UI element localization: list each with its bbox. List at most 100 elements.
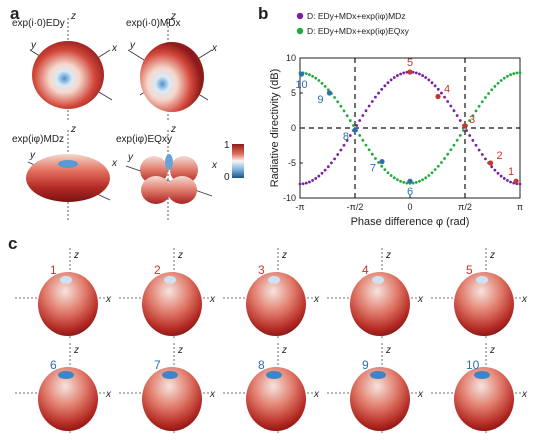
pattern-number-5: 5	[466, 263, 473, 277]
series-0-point	[367, 104, 371, 108]
series-0-point	[440, 91, 443, 95]
axis-z-4: z	[171, 124, 176, 135]
marked-point-label-5: 5	[407, 57, 413, 69]
series-0-point	[455, 114, 459, 117]
axis-x-1: x	[112, 43, 117, 54]
panel-letter-b: b	[258, 4, 269, 23]
series-1-point	[364, 143, 368, 147]
y-axis-label: Radiative directivity (dB)	[269, 69, 281, 188]
axis-z-label: z	[489, 345, 495, 356]
series-1-point	[348, 119, 352, 122]
series-1-point	[474, 109, 478, 113]
pattern-number-4: 4	[362, 263, 369, 277]
marked-point-label-3: 3	[469, 114, 475, 126]
series-0-point	[348, 134, 352, 137]
axis-z-label: z	[73, 345, 79, 356]
marked-point-label-4: 4	[444, 84, 450, 96]
lobe	[246, 367, 306, 431]
axis-x-label: x	[417, 389, 424, 400]
series-0-point	[496, 171, 500, 175]
series-1-point	[418, 179, 421, 183]
plot-title-edy: exp(i·0)EDy	[12, 18, 65, 29]
series-1-point	[515, 71, 519, 75]
series-0-point	[509, 180, 512, 184]
series-0-point	[308, 180, 311, 184]
series-0-point	[339, 148, 343, 152]
marked-point-6	[407, 178, 413, 184]
series-1-point	[455, 138, 459, 142]
marked-point-10	[298, 71, 305, 77]
pattern-6: 6 z x	[15, 343, 112, 433]
series-0-point	[502, 177, 506, 180]
series-0-point	[465, 129, 468, 132]
axis-z-label: z	[73, 250, 79, 261]
series-1-point	[421, 178, 424, 182]
marked-point-8	[352, 127, 358, 133]
marked-point-5	[407, 69, 413, 75]
pattern-mdz	[26, 130, 111, 220]
pattern-number-8: 8	[258, 358, 265, 372]
marked-point-3	[462, 123, 468, 129]
marked-point-label-1: 1	[508, 166, 514, 178]
lobe-dip	[476, 276, 488, 284]
colorbar-max: 1	[224, 140, 230, 151]
series-0-point	[370, 100, 374, 103]
series-1-point	[490, 88, 494, 92]
series-0-point	[421, 74, 424, 77]
y-tick-label: 10	[286, 53, 296, 63]
series-1-point	[480, 100, 484, 104]
series-0-point	[430, 81, 434, 85]
series-0-point	[345, 139, 349, 142]
series-0-point	[336, 153, 340, 156]
series-0-point	[427, 78, 431, 82]
series-1-point	[484, 96, 487, 99]
series-0-point	[377, 91, 380, 95]
series-1-point	[433, 168, 437, 172]
lobe-dip	[268, 276, 280, 284]
pattern-10: 10 z x	[431, 343, 528, 433]
series-1-point	[399, 179, 402, 183]
series-0-point	[333, 157, 336, 161]
marked-point-label-2: 2	[497, 150, 503, 162]
axis-x-label: x	[313, 389, 320, 400]
series-0-point	[433, 84, 437, 88]
axis-z-label: z	[177, 345, 183, 356]
lobe-dip	[60, 276, 72, 284]
panel-letter-c: c	[8, 234, 18, 253]
pattern-number-7: 7	[154, 358, 161, 372]
series-0-point	[484, 157, 487, 161]
series-1-point	[509, 73, 512, 77]
marked-point-1	[513, 178, 519, 184]
series-0-point	[361, 114, 365, 117]
axis-x-label: x	[417, 294, 424, 305]
lobe	[38, 367, 98, 431]
series-1-point	[367, 148, 371, 152]
axis-x-label: x	[521, 389, 528, 400]
lobe-dip	[58, 371, 74, 379]
series-1-point	[339, 104, 343, 108]
series-0-point	[443, 95, 446, 99]
series-0-point	[518, 182, 522, 186]
marked-point-label-10: 10	[295, 79, 307, 91]
axis-x-label: x	[209, 389, 216, 400]
axis-z-3: z	[71, 124, 76, 135]
series-0-point	[330, 161, 333, 165]
x-tick-label: -π	[295, 202, 304, 212]
series-1-point	[333, 96, 336, 99]
marked-point-9	[326, 90, 333, 96]
series-1-point	[352, 124, 355, 127]
plot-title-eqxy: exp(iφ)EQxy	[116, 134, 172, 145]
axis-y-2: y	[130, 40, 135, 51]
pattern-9: 9 z x	[327, 343, 424, 433]
panel-letter-a: a	[10, 4, 20, 23]
lobe-dip	[372, 276, 384, 284]
series-0-point	[493, 168, 497, 172]
series-0-point	[477, 148, 481, 152]
series-0-point	[304, 181, 308, 185]
series-1-point	[443, 157, 446, 160]
axis-y-1: y	[31, 40, 36, 51]
colorbar	[232, 144, 244, 178]
axis-z-label: z	[489, 250, 495, 261]
series-0-point	[490, 165, 494, 169]
